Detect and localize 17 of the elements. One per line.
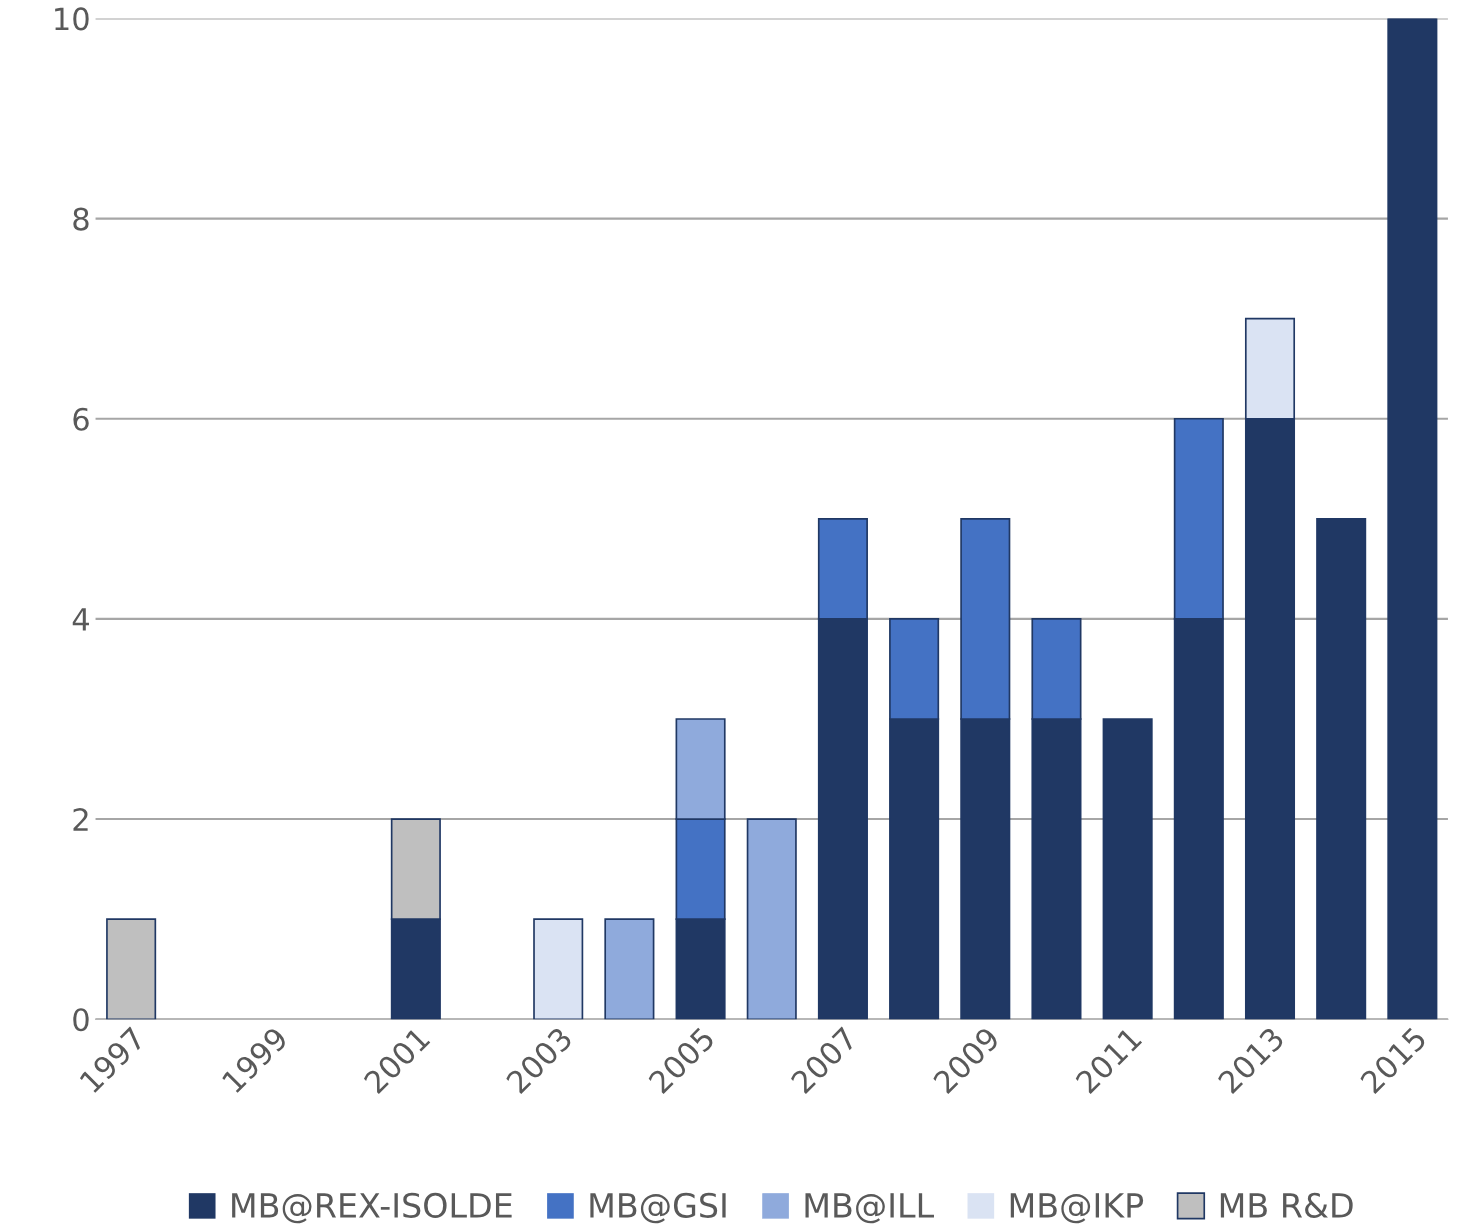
y-tick-label: 10 xyxy=(55,7,89,31)
y-tick-label: 4 xyxy=(72,608,89,631)
bar xyxy=(106,918,157,1020)
bar xyxy=(1316,517,1367,1020)
y-tick-label: 6 xyxy=(73,407,89,431)
bar xyxy=(1102,718,1153,1020)
legend-label: MB R&D xyxy=(1220,1192,1353,1218)
legend-label: MB@IKP xyxy=(1010,1193,1144,1224)
legend-label: MB@GSI xyxy=(590,1192,726,1224)
bar xyxy=(1387,18,1438,1020)
bar xyxy=(746,818,797,1020)
y-tick-label: 8 xyxy=(73,207,89,231)
y-tick-label: 2 xyxy=(73,808,88,831)
bar xyxy=(533,918,584,1020)
legend-label: MB@REX-ISOLDE xyxy=(232,1192,512,1224)
legend-label: MB@ILL xyxy=(805,1193,934,1224)
bar xyxy=(604,918,655,1020)
